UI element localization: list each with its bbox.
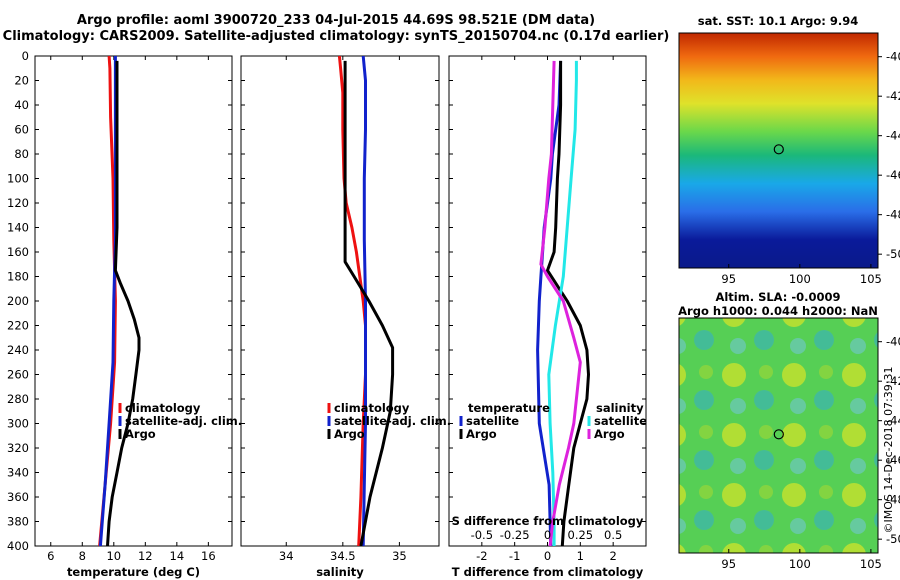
temperature-legend-item: climatology	[125, 401, 201, 415]
salinity-xtick-label: 35	[392, 549, 407, 563]
temperature-xtick-label: 16	[201, 549, 216, 563]
credit-text: ©IMOS 14-Dec-2018 07:39:31	[882, 367, 895, 534]
depth-tick-label: 160	[7, 245, 29, 259]
sla-map-lon-label: 95	[721, 557, 736, 571]
depth-tick-label: 40	[14, 98, 29, 112]
temperature-xtick-label: 10	[106, 549, 121, 563]
sst-map-lon-label: 100	[789, 272, 811, 286]
sst-map-lat-label: -48	[886, 208, 900, 222]
salinity-xtick-label: 34.5	[330, 549, 356, 563]
depth-tick-label: 100	[7, 172, 29, 186]
sst-map-argo-marker	[773, 144, 784, 155]
sla-map-subtitle: Argo h1000: 0.044 h2000: NaN	[678, 304, 878, 318]
depth-tick-label: 300	[7, 417, 29, 431]
sla-map-lat-label: -46	[886, 453, 900, 467]
difference-xtick-label: -2	[476, 549, 487, 563]
temperature-xtick-label: 12	[138, 549, 153, 563]
sla-map-image	[678, 317, 879, 554]
depth-tick-label: 360	[7, 490, 29, 504]
sst-map-image	[678, 32, 879, 269]
depth-tick-label: 20	[14, 74, 29, 88]
sla-map-lon-label: 105	[860, 557, 882, 571]
difference-series-salinity-argo	[539, 60, 582, 546]
depth-tick-label: 240	[7, 343, 29, 357]
sla-map-lon-label: 100	[789, 557, 811, 571]
difference-xtick-label: 1	[577, 549, 584, 563]
sst-map-lat-label: -44	[886, 129, 900, 143]
salinity-legend-item: climatology	[334, 401, 410, 415]
sdiff-tick-label: 0.5	[604, 528, 622, 542]
salinity-legend-item: satellite-adj. clim.	[334, 414, 451, 428]
salinity-axis-label: salinity	[316, 565, 364, 579]
depth-tick-label: 200	[7, 294, 29, 308]
sdiff-tick-label: 0.25	[568, 528, 594, 542]
sdiff-tick-label: -0.5	[471, 528, 493, 542]
salinity-frame	[240, 55, 440, 547]
temperature-legend-item: Argo	[125, 427, 156, 441]
sla-map-argo-marker	[773, 429, 784, 440]
salinity-xtick-label: 34	[279, 549, 294, 563]
depth-tick-label: 320	[7, 441, 29, 455]
temperature-series-argo	[106, 60, 141, 546]
depth-tick-label: 400	[7, 539, 29, 553]
depth-tick-label: 340	[7, 466, 29, 480]
diff-legend-temperature-title: temperature	[468, 401, 550, 415]
diff-legend-temperature-satellite: satellite	[466, 414, 519, 428]
figure-title-line2: Climatology: CARS2009. Satellite-adjuste…	[2, 29, 670, 44]
temperature-legend-item: satellite-adj. clim.	[125, 414, 242, 428]
depth-tick-label: 120	[7, 196, 29, 210]
salinity-legend-item: Argo	[334, 427, 365, 441]
difference-frame	[448, 55, 647, 547]
depth-tick-label: 60	[14, 123, 29, 137]
sst-map-title: sat. SST: 10.1 Argo: 9.94	[698, 14, 858, 28]
temperature-xtick-label: 14	[170, 549, 185, 563]
depth-tick-label: 80	[14, 147, 29, 161]
difference-xtick-label: 0	[544, 549, 551, 563]
depth-tick-label: 220	[7, 319, 29, 333]
sst-map-lon-label: 105	[860, 272, 882, 286]
depth-tick-label: 0	[22, 49, 29, 63]
salinity-series-satellite-adj-clim-	[361, 56, 367, 546]
difference-xtick-label: 2	[610, 549, 617, 563]
depth-tick-label: 280	[7, 392, 29, 406]
sst-map-lat-label: -50	[886, 247, 900, 261]
sdiff-axis-label: S difference from climatology	[452, 514, 644, 528]
depth-tick-label: 260	[7, 368, 29, 382]
depth-tick-label: 380	[7, 515, 29, 529]
diff-legend-temperature-argo: Argo	[466, 427, 497, 441]
sla-map-lat-label: -48	[886, 493, 900, 507]
temperature-xtick-label: 8	[79, 549, 86, 563]
temperature-xtick-label: 6	[47, 549, 54, 563]
salinity-series-climatology	[337, 56, 367, 546]
diff-legend-salinity-argo: Argo	[594, 427, 625, 441]
sdiff-tick-label: -0.25	[500, 528, 530, 542]
temperature-frame	[34, 55, 233, 547]
sst-map-lat-label: -40	[886, 50, 900, 64]
tdiff-axis-label: T difference from climatology	[452, 565, 644, 579]
temperature-axis-label: temperature (deg C)	[67, 565, 200, 579]
sst-map-lat-label: -46	[886, 168, 900, 182]
sla-map-lat-label: -50	[886, 532, 900, 546]
depth-tick-label: 140	[7, 221, 29, 235]
difference-series-temperature-argo	[546, 60, 590, 546]
sst-map-lat-label: -42	[886, 89, 900, 103]
depth-tick-label: 180	[7, 270, 29, 284]
sdiff-tick-label: 0	[544, 528, 551, 542]
difference-xtick-label: -1	[509, 549, 520, 563]
figure-title-line1: Argo profile: aoml 3900720_233 04-Jul-20…	[76, 13, 596, 28]
sla-map-lat-label: -44	[886, 414, 900, 428]
diff-legend-salinity-satellite: satellite	[594, 414, 647, 428]
sla-map-lat-label: -40	[886, 335, 900, 349]
salinity-series-argo	[343, 60, 395, 546]
sst-map-lon-label: 95	[721, 272, 736, 286]
sla-map-lat-label: -42	[886, 374, 900, 388]
sla-map-title: Altim. SLA: -0.0009	[715, 290, 840, 304]
difference-series-salinity-satellite	[547, 60, 578, 546]
diff-legend-salinity-title: salinity	[596, 401, 644, 415]
